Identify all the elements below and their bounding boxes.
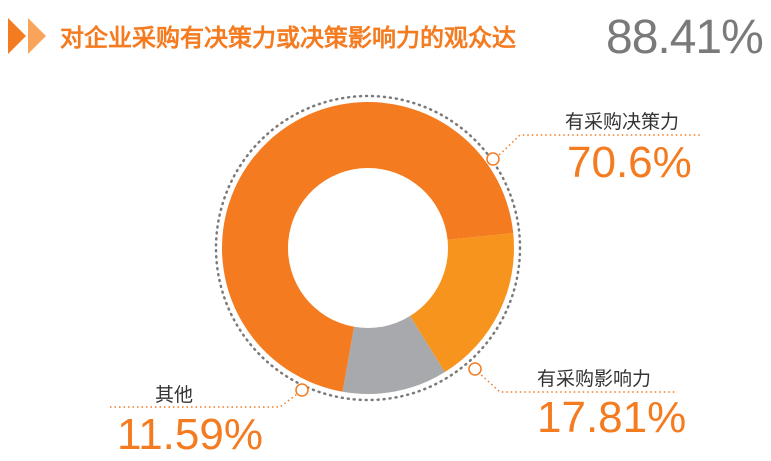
donut-slice-0	[222, 101, 514, 392]
slice-label-influence-value: 17.81%	[537, 393, 687, 442]
leader-line-decision	[495, 134, 700, 159]
donut-slice-1	[410, 233, 514, 373]
leader-line-other	[110, 391, 301, 408]
donut-slices	[222, 101, 514, 394]
slice-label-other-value: 11.59%	[117, 410, 263, 459]
slice-label-other-name: 其他	[155, 384, 194, 406]
leader-line-influence	[477, 371, 675, 393]
donut-slice-2	[342, 316, 445, 394]
slice-label-decision-value: 70.6%	[567, 138, 692, 187]
arrow-icon	[8, 18, 46, 54]
leader-dot-decision	[486, 152, 500, 166]
slice-label-influence-name: 有采购影响力	[537, 368, 652, 390]
dotted-outer-ring	[214, 94, 522, 402]
slice-label-decision-name: 有采购决策力	[565, 111, 680, 133]
headline-title: 对企业采购有决策力或决策影响力的观众达	[60, 24, 516, 52]
leader-dot-other	[295, 383, 309, 397]
leader-lines	[110, 134, 700, 408]
leader-dot-influence	[468, 362, 482, 376]
headline-percentage: 88.41%	[606, 11, 764, 64]
